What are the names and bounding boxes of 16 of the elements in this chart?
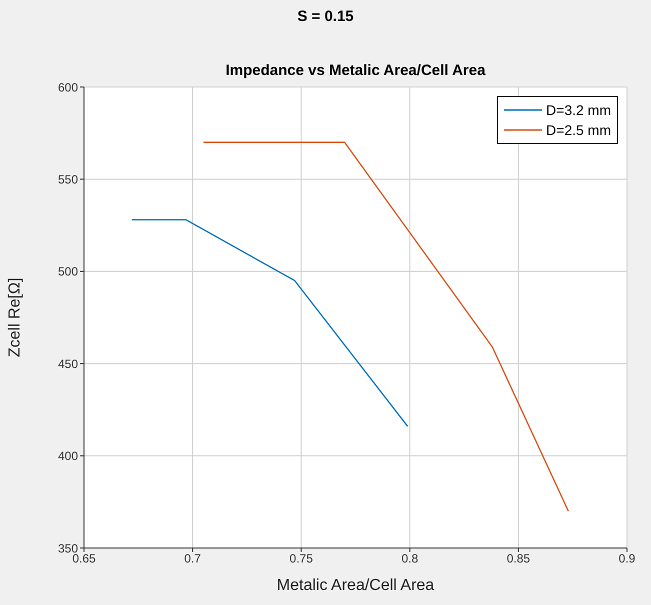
- y-tick-label: 550: [58, 172, 78, 186]
- y-tick-label: 500: [58, 264, 78, 279]
- x-tick-label: 0.7: [184, 552, 202, 566]
- x-tick-label: 0.9: [618, 552, 636, 566]
- y-tick-label: 600: [58, 80, 78, 94]
- legend-label: D=2.5 mm: [546, 121, 611, 140]
- x-tick-label: 0.75: [290, 552, 314, 566]
- y-tick-label: 450: [58, 356, 78, 371]
- y-axis-title: Zcell Re[Ω]: [6, 278, 24, 358]
- x-axis-title: Metalic Area/Cell Area: [276, 577, 434, 594]
- legend-label: D=3.2 mm: [546, 101, 611, 120]
- chart-title: S = 0.15: [296, 8, 355, 25]
- chart-subtitle: Impedance vs Metalic Area/Cell Area: [224, 62, 486, 79]
- x-tick-label: 0.85: [506, 552, 530, 566]
- y-tick-label: 400: [58, 449, 78, 464]
- x-tick-label: 0.8: [401, 552, 418, 566]
